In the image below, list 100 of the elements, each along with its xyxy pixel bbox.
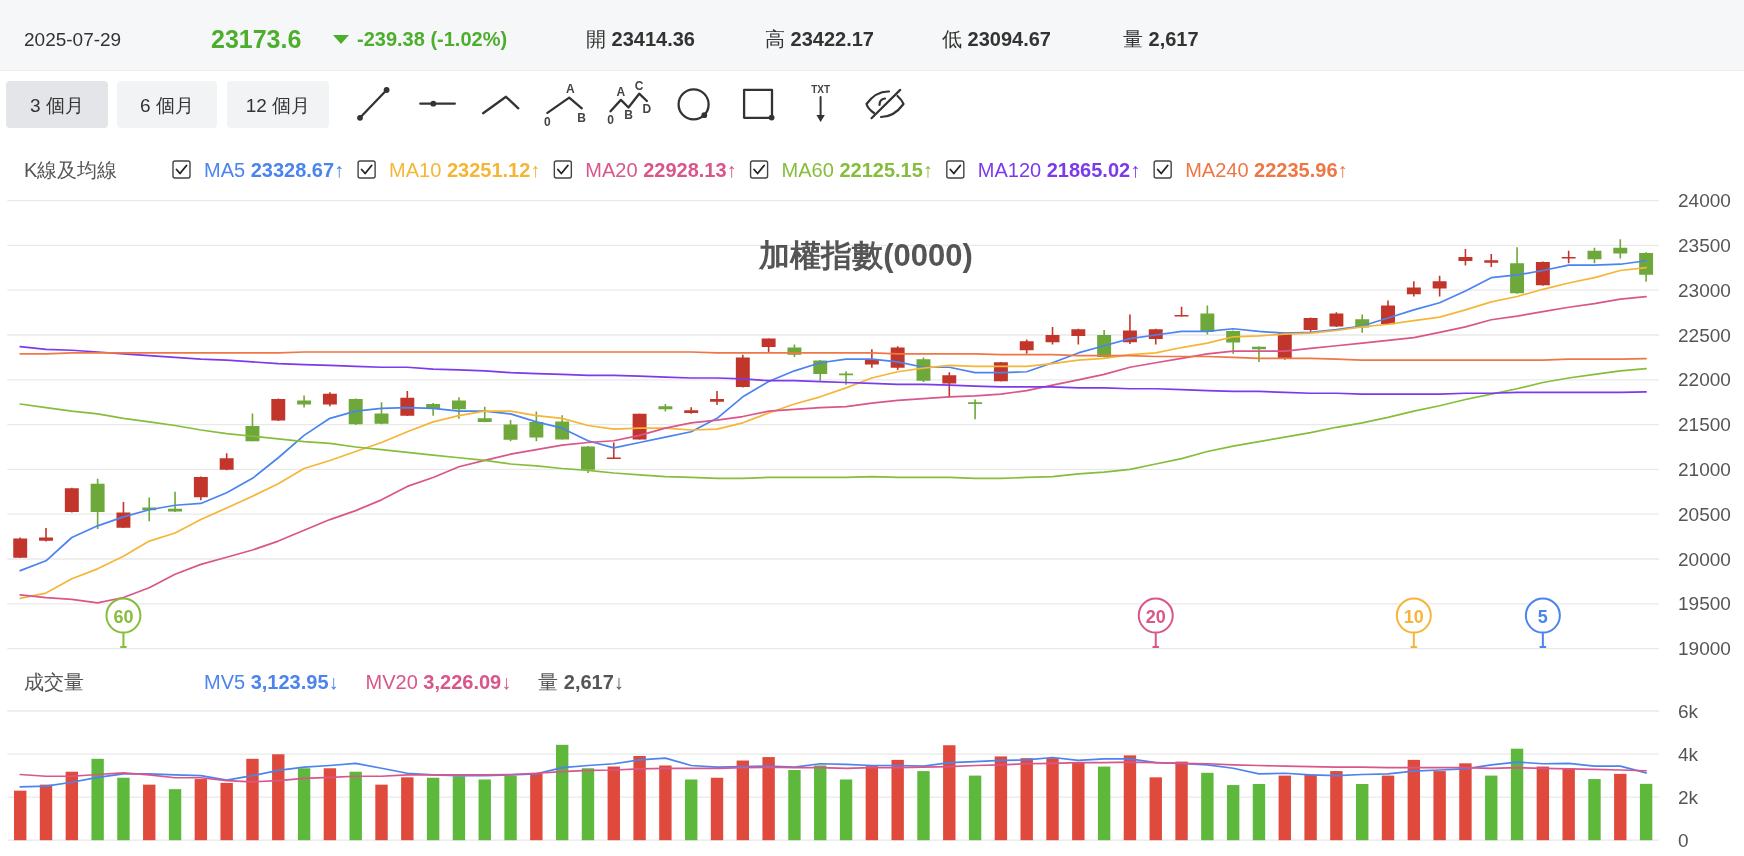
bar (220, 782, 233, 841)
bar (659, 765, 672, 841)
bar (1072, 762, 1085, 841)
bar (710, 777, 724, 841)
bar (504, 775, 517, 841)
bar (452, 776, 466, 841)
y-tick-label: 20500 (1678, 503, 1731, 525)
bar (1485, 775, 1498, 841)
candlestick (400, 391, 415, 417)
text: 12 個月 (245, 95, 311, 116)
text: A (565, 81, 575, 96)
bar (1639, 783, 1653, 841)
bar (814, 765, 827, 841)
text: 開 23414.36 (586, 28, 695, 50)
bar (1252, 784, 1266, 841)
bar (194, 779, 208, 841)
candlestick (322, 392, 337, 407)
candlestick (1510, 247, 1525, 294)
annotation: 5 (1537, 606, 1548, 627)
candlestick (1458, 248, 1473, 266)
bar (1614, 773, 1627, 841)
y-tick-label: 0 (1678, 829, 1689, 851)
y-tick-label: 19000 (1678, 638, 1731, 660)
bar (1046, 758, 1059, 841)
candlestick (684, 407, 699, 414)
bar (865, 766, 879, 841)
candlestick (116, 502, 131, 529)
candlestick (942, 372, 957, 398)
y-tick-label: 24000 (1678, 190, 1731, 212)
candlestick (1484, 253, 1499, 267)
candlestick (761, 338, 776, 353)
bar (607, 766, 620, 841)
candlestick (477, 406, 492, 423)
bar (788, 770, 801, 841)
candlestick (658, 403, 673, 412)
candlestick (1432, 275, 1447, 297)
text: B (624, 108, 634, 123)
legend: 成交量 MV5 3,123.95↓ MV20 3,226.09↓ 量 2,617↓ (24, 671, 624, 693)
candlestick (1303, 317, 1318, 332)
candlestick (1639, 252, 1654, 282)
bar (323, 768, 337, 841)
candlestick (710, 391, 724, 405)
bar (1149, 777, 1162, 841)
text: 3 個月 (30, 95, 84, 116)
candlestick (1174, 306, 1189, 317)
bar (762, 757, 775, 841)
text: 高 23422.17 (765, 28, 874, 50)
y-tick-label: 19500 (1678, 593, 1731, 615)
bar (839, 779, 853, 841)
text: A (616, 85, 626, 100)
bar (1562, 768, 1575, 841)
bar (478, 779, 491, 841)
candlestick (993, 361, 1008, 382)
bar (117, 777, 130, 841)
candlestick (90, 478, 105, 529)
bar (1304, 774, 1317, 841)
bar (1588, 779, 1601, 841)
candlestick (374, 402, 389, 425)
text: 2025-07-29 (24, 29, 122, 50)
candlestick (168, 491, 183, 512)
bar (143, 784, 156, 841)
candlestick (271, 398, 286, 422)
candlestick (606, 442, 621, 460)
candlestick (1561, 250, 1576, 264)
bar (685, 779, 698, 841)
text: 加權指數(0000) (758, 238, 973, 273)
bar (1381, 775, 1395, 841)
text: 量 2,617 (1123, 28, 1199, 50)
bar (1278, 775, 1291, 841)
bar (375, 784, 388, 841)
bar (891, 759, 904, 841)
y-tick-label: 21000 (1678, 458, 1731, 480)
candlestick (735, 354, 750, 388)
text: 6 個月 (140, 95, 194, 116)
bar (1175, 761, 1188, 841)
bar (91, 758, 104, 841)
y-tick-label: 20000 (1678, 548, 1731, 570)
y-tick-label: 22500 (1678, 324, 1731, 346)
candlestick (1613, 239, 1628, 259)
y-tick-label: 23000 (1678, 279, 1731, 301)
candlestick (1535, 261, 1550, 286)
bar (246, 758, 259, 841)
y-tick-label: 6k (1678, 700, 1699, 722)
candlestick (64, 487, 79, 513)
bar (426, 777, 440, 841)
bar (1407, 759, 1421, 841)
candlestick (39, 528, 53, 542)
candlestick (193, 476, 208, 501)
annotation: 20 (1145, 606, 1166, 627)
bar (581, 768, 595, 841)
bar (1123, 755, 1137, 841)
bar (917, 771, 930, 841)
bar (1097, 766, 1111, 841)
bar (736, 760, 750, 841)
text: 23173.6 (211, 25, 302, 53)
candlestick (1071, 328, 1086, 345)
bar (1536, 766, 1550, 841)
candlestick (581, 446, 595, 473)
text: 0 (544, 115, 552, 129)
candlestick (451, 397, 466, 419)
